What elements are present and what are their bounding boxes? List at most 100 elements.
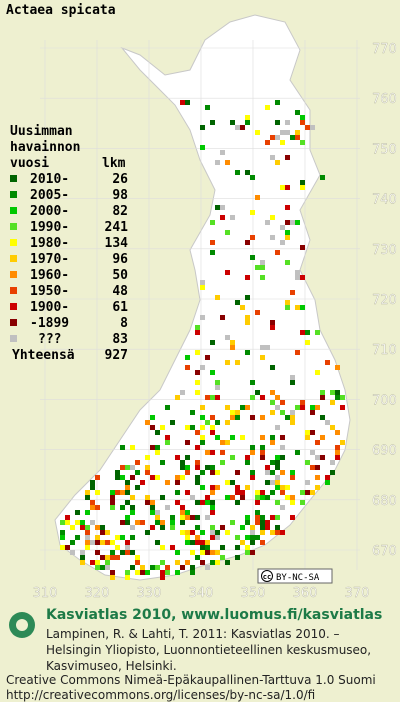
occurrence-square bbox=[230, 340, 235, 345]
occurrence-square bbox=[220, 555, 225, 560]
occurrence-square bbox=[215, 205, 220, 210]
occurrence-square bbox=[275, 465, 280, 470]
occurrence-square bbox=[110, 500, 115, 505]
occurrence-square bbox=[225, 405, 230, 410]
occurrence-square bbox=[140, 520, 145, 525]
occurrence-square bbox=[295, 220, 300, 225]
occurrence-square bbox=[195, 475, 200, 480]
occurrence-square bbox=[155, 520, 160, 525]
legend-count: 241 bbox=[105, 220, 129, 235]
occurrence-square bbox=[70, 540, 75, 545]
occurrence-square bbox=[215, 385, 220, 390]
occurrence-square bbox=[260, 515, 265, 520]
occurrence-square bbox=[130, 535, 135, 540]
occurrence-square bbox=[235, 360, 240, 365]
occurrence-square bbox=[200, 500, 205, 505]
legend-count: 61 bbox=[112, 300, 128, 315]
occurrence-square bbox=[235, 500, 240, 505]
occurrence-square bbox=[280, 505, 285, 510]
occurrence-square bbox=[310, 450, 315, 455]
occurrence-square bbox=[80, 555, 85, 560]
occurrence-square bbox=[215, 380, 220, 385]
occurrence-square bbox=[305, 435, 310, 440]
occurrence-square bbox=[260, 525, 265, 530]
occurrence-square bbox=[290, 220, 295, 225]
occurrence-square bbox=[225, 335, 230, 340]
occurrence-square bbox=[270, 235, 275, 240]
occurrence-square bbox=[275, 480, 280, 485]
occurrence-square bbox=[250, 470, 255, 475]
occurrence-square bbox=[270, 440, 275, 445]
occurrence-square bbox=[255, 515, 260, 520]
occurrence-square bbox=[245, 545, 250, 550]
occurrence-square bbox=[295, 405, 300, 410]
citation-line: Lampinen, R. & Lahti, T. 2011: Kasviatla… bbox=[46, 627, 340, 641]
occurrence-square bbox=[85, 525, 90, 530]
legend-count: 26 bbox=[112, 172, 128, 187]
occurrence-square bbox=[295, 350, 300, 355]
occurrence-square bbox=[295, 305, 300, 310]
occurrence-square bbox=[130, 465, 135, 470]
occurrence-square bbox=[290, 375, 295, 380]
occurrence-square bbox=[95, 475, 100, 480]
occurrence-square bbox=[210, 430, 215, 435]
occurrence-square bbox=[270, 390, 275, 395]
occurrence-square bbox=[205, 565, 210, 570]
occurrence-square bbox=[125, 500, 130, 505]
occurrence-square bbox=[85, 530, 90, 535]
occurrence-square bbox=[255, 130, 260, 135]
occurrence-square bbox=[145, 465, 150, 470]
occurrence-square bbox=[305, 480, 310, 485]
occurrence-square bbox=[205, 450, 210, 455]
occurrence-square bbox=[180, 100, 185, 105]
legend-label: 2005- bbox=[30, 188, 69, 203]
occurrence-square bbox=[275, 525, 280, 530]
occurrence-square bbox=[175, 500, 180, 505]
occurrence-square bbox=[150, 505, 155, 510]
occurrence-square bbox=[300, 400, 305, 405]
occurrence-square bbox=[200, 440, 205, 445]
occurrence-square bbox=[245, 550, 250, 555]
legend-swatch bbox=[10, 335, 17, 342]
occurrence-square bbox=[205, 420, 210, 425]
occurrence-square bbox=[185, 535, 190, 540]
occurrence-square bbox=[195, 460, 200, 465]
occurrence-square bbox=[325, 480, 330, 485]
occurrence-square bbox=[180, 505, 185, 510]
occurrence-square bbox=[75, 510, 80, 515]
occurrence-square bbox=[275, 100, 280, 105]
occurrence-square bbox=[85, 510, 90, 515]
occurrence-square bbox=[150, 445, 155, 450]
occurrence-square bbox=[220, 215, 225, 220]
occurrence-square bbox=[145, 530, 150, 535]
legend-col-year: vuosi bbox=[10, 156, 49, 171]
occurrence-square bbox=[275, 500, 280, 505]
occurrence-square bbox=[220, 545, 225, 550]
occurrence-square bbox=[215, 295, 220, 300]
citation-line: Kasvimuseo, Helsinki. bbox=[46, 659, 177, 673]
occurrence-square bbox=[200, 365, 205, 370]
occurrence-square bbox=[260, 275, 265, 280]
occurrence-square bbox=[310, 465, 315, 470]
occurrence-square bbox=[330, 470, 335, 475]
x-tick-label: 330 bbox=[137, 586, 162, 601]
occurrence-square bbox=[315, 440, 320, 445]
occurrence-square bbox=[155, 450, 160, 455]
occurrence-square bbox=[120, 505, 125, 510]
occurrence-square bbox=[60, 530, 65, 535]
occurrence-square bbox=[180, 565, 185, 570]
occurrence-square bbox=[195, 370, 200, 375]
occurrence-square bbox=[285, 205, 290, 210]
occurrence-square bbox=[300, 120, 305, 125]
occurrence-square bbox=[195, 480, 200, 485]
occurrence-square bbox=[110, 575, 115, 580]
occurrence-square bbox=[270, 400, 275, 405]
occurrence-square bbox=[195, 330, 200, 335]
occurrence-square bbox=[275, 460, 280, 465]
occurrence-square bbox=[205, 500, 210, 505]
occurrence-square bbox=[160, 495, 165, 500]
occurrence-square bbox=[335, 390, 340, 395]
occurrence-square bbox=[280, 225, 285, 230]
occurrence-square bbox=[200, 280, 205, 285]
occurrence-square bbox=[80, 525, 85, 530]
